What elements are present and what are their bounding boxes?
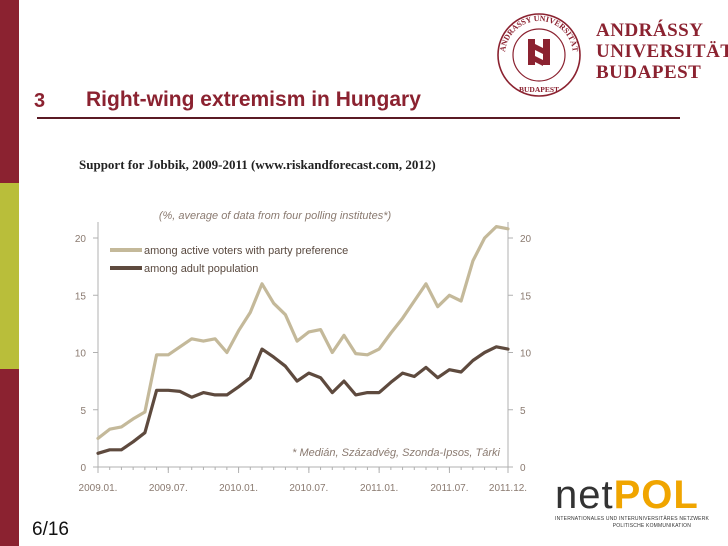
chart-subtitle: Support for Jobbik, 2009-2011 (www.riska… bbox=[79, 157, 436, 172]
x-tick-label: 2010.01. bbox=[219, 483, 258, 494]
y-tick-label-right: 20 bbox=[520, 234, 532, 245]
y-tick-label-left: 20 bbox=[75, 234, 87, 245]
university-name: ANDRÁSSY UNIVERSITÄT BUDAPEST bbox=[596, 20, 728, 83]
y-tick-label-left: 0 bbox=[80, 463, 86, 474]
x-tick-label: 2011.07. bbox=[430, 483, 468, 494]
title-divider bbox=[37, 117, 680, 119]
university-name-line: BUDAPEST bbox=[596, 62, 702, 83]
jobbik-support-chart: 0 0 5 5 10 10 15 15 20 20 2009.01. 2009.07. 2010.01.… bbox=[75, 210, 532, 494]
svg-text:BUDAPEST: BUDAPEST bbox=[519, 85, 559, 94]
university-seal-icon: ANDRÁSSY UNIVERSITÄT BUDAPEST bbox=[497, 13, 581, 97]
y-tick-label-left: 10 bbox=[75, 349, 87, 360]
university-name-line: UNIVERSITÄT bbox=[596, 41, 728, 62]
netpol-tagline: INTERNATIONALES UND INTERUNIVERSITÄRES N… bbox=[555, 516, 710, 522]
left-accent-bar-middle bbox=[0, 183, 19, 369]
x-tick-label: 2011.12. bbox=[489, 483, 527, 494]
series-line-adult-population bbox=[96, 345, 510, 455]
legend-label: among active voters with party preferenc… bbox=[144, 245, 348, 257]
university-name-line: ANDRÁSSY bbox=[596, 20, 704, 41]
slide-title: Right-wing extremism in Hungary bbox=[86, 88, 421, 111]
x-tick-label: 2010.07. bbox=[289, 483, 328, 494]
x-tick-label: 2009.07. bbox=[149, 483, 188, 494]
y-tick-label-right: 15 bbox=[520, 291, 532, 302]
left-accent-bar-bottom bbox=[0, 369, 19, 546]
x-tick-label: 2009.01. bbox=[79, 483, 118, 494]
netpol-logo-pol: POL bbox=[613, 473, 699, 517]
y-tick-label-right: 10 bbox=[520, 349, 532, 360]
y-tick-label-left: 5 bbox=[80, 406, 86, 417]
chart-note: (%, average of data from four polling in… bbox=[159, 210, 392, 222]
netpol-tagline-2: POLITISCHE KOMMUNIKATION bbox=[612, 523, 692, 529]
y-tick-label-right: 5 bbox=[520, 406, 526, 417]
y-tick-label-right: 0 bbox=[520, 463, 526, 474]
chart-footnote: * Medián, Századvég, Szonda-Ipsos, Tárki bbox=[292, 447, 500, 459]
legend-label: among adult population bbox=[144, 263, 258, 275]
series-line-active-voters bbox=[96, 225, 510, 440]
netpol-logo: netPOL INTERNATIONALES UND INTERUNIVERSI… bbox=[555, 475, 709, 529]
section-number: 3 bbox=[34, 90, 46, 112]
left-accent-bar-top bbox=[0, 0, 19, 183]
y-tick-label-left: 15 bbox=[75, 291, 87, 302]
page-counter: 6/16 bbox=[32, 519, 69, 540]
x-tick-label: 2011.01. bbox=[360, 483, 398, 494]
netpol-logo-net: net bbox=[555, 473, 614, 517]
